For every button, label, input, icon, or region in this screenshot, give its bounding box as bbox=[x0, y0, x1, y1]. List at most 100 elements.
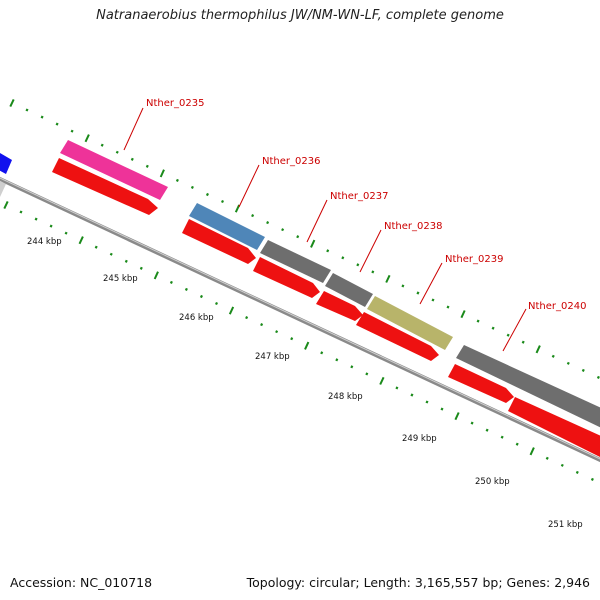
ruler-minor-tick bbox=[251, 214, 255, 218]
scale-label-248: 248 kbp bbox=[328, 392, 363, 402]
gene-label-Nther_0235[interactable]: Nther_0235 bbox=[146, 98, 204, 109]
ruler-major-tick bbox=[535, 345, 541, 354]
ruler-major-tick bbox=[78, 236, 84, 245]
ruler-minor-tick bbox=[55, 122, 59, 126]
leader-line bbox=[238, 164, 260, 208]
scale-label-251: 251 kbp bbox=[548, 520, 583, 530]
feature-offscreen-gray bbox=[0, 180, 6, 197]
gene-label-Nther_0240[interactable]: Nther_0240 bbox=[528, 301, 586, 312]
accession-text: Accession: NC_010718 bbox=[10, 575, 153, 590]
ruler-minor-tick bbox=[94, 245, 98, 249]
ruler-minor-tick bbox=[281, 228, 285, 232]
ruler-major-tick bbox=[234, 204, 241, 213]
cds-arrow[interactable] bbox=[356, 312, 439, 361]
ruler-minor-tick bbox=[575, 470, 579, 474]
ruler-minor-tick bbox=[416, 291, 420, 295]
ruler-minor-tick bbox=[130, 157, 134, 161]
ruler-major-tick bbox=[228, 306, 235, 315]
ruler-minor-tick bbox=[431, 298, 435, 302]
ruler-minor-tick bbox=[326, 249, 330, 253]
ruler-minor-tick bbox=[139, 266, 143, 270]
ruler-minor-tick bbox=[190, 185, 194, 189]
ruler-ticks bbox=[3, 98, 600, 481]
cds-arrow[interactable] bbox=[253, 257, 320, 298]
ruler-minor-tick bbox=[521, 340, 525, 344]
ruler-minor-tick bbox=[470, 421, 474, 425]
ruler-minor-tick bbox=[551, 354, 555, 358]
cds-arrow[interactable] bbox=[316, 291, 363, 321]
genome-backbone-highlight bbox=[0, 177, 600, 460]
ruler-minor-tick bbox=[446, 305, 450, 309]
leader-line bbox=[359, 229, 382, 273]
ruler-minor-tick bbox=[371, 270, 375, 274]
ruler-minor-tick bbox=[245, 316, 249, 320]
ruler-minor-tick bbox=[545, 456, 549, 460]
ruler-minor-tick bbox=[515, 442, 519, 446]
ruler-minor-tick bbox=[350, 365, 354, 369]
cds-arrow[interactable] bbox=[508, 397, 600, 462]
gene-bar-Nther_0240[interactable] bbox=[456, 345, 600, 432]
scale-label-249: 249 kbp bbox=[402, 434, 437, 444]
leader-line bbox=[123, 107, 144, 151]
ruler-minor-tick bbox=[590, 477, 594, 481]
ruler-minor-tick bbox=[581, 368, 585, 372]
scale-label-244: 244 kbp bbox=[27, 237, 62, 247]
gene-Nther_0238[interactable] bbox=[325, 273, 373, 307]
ruler-minor-tick bbox=[500, 435, 504, 439]
genome-summary-text: Topology: circular; Length: 3,165,557 bp… bbox=[246, 575, 590, 590]
gene-bar-Nther_0235[interactable] bbox=[60, 140, 168, 200]
ruler-minor-tick bbox=[70, 129, 74, 133]
ruler-major-tick bbox=[385, 274, 391, 283]
gene-Nther_0237[interactable] bbox=[260, 240, 331, 283]
gene-Nther_0236[interactable] bbox=[189, 203, 265, 250]
ruler-minor-tick bbox=[25, 108, 29, 112]
ruler-minor-tick bbox=[100, 143, 104, 147]
ruler-minor-tick bbox=[175, 178, 179, 182]
ruler-major-tick bbox=[460, 310, 466, 319]
gene-Nther_0239[interactable] bbox=[367, 296, 453, 350]
ruler-minor-tick bbox=[440, 407, 444, 411]
ruler-minor-tick bbox=[109, 252, 113, 256]
cds-arrow[interactable] bbox=[448, 364, 514, 403]
gene-label-Nther_0237[interactable]: Nther_0237 bbox=[330, 191, 388, 202]
ruler-minor-tick bbox=[34, 217, 38, 221]
ruler-minor-tick bbox=[410, 393, 414, 397]
ruler-minor-tick bbox=[596, 375, 600, 379]
ruler-major-tick bbox=[9, 98, 15, 108]
ruler-minor-tick bbox=[365, 372, 369, 376]
ruler-major-tick bbox=[529, 447, 535, 456]
cds-arrow[interactable] bbox=[182, 219, 256, 264]
ruler-minor-tick bbox=[356, 263, 360, 267]
gene-label-Nther_0238[interactable]: Nther_0238 bbox=[384, 221, 442, 232]
ruler-minor-tick bbox=[184, 287, 188, 291]
gene-Nther_0235[interactable] bbox=[60, 140, 168, 200]
ruler-major-tick bbox=[84, 134, 90, 143]
gene-bar-Nther_0238[interactable] bbox=[325, 273, 373, 307]
gene-bar-Nther_0236[interactable] bbox=[189, 203, 265, 250]
ruler-minor-tick bbox=[566, 361, 570, 365]
feature-offscreen-blue bbox=[0, 152, 12, 174]
gene-label-Nther_0236[interactable]: Nther_0236 bbox=[262, 156, 320, 167]
ruler-minor-tick bbox=[124, 259, 128, 263]
ruler-minor-tick bbox=[115, 150, 119, 154]
ruler-minor-tick bbox=[425, 400, 429, 404]
ruler-major-tick bbox=[310, 239, 316, 248]
gene-bar-Nther_0239[interactable] bbox=[367, 296, 453, 350]
ruler-minor-tick bbox=[205, 192, 209, 197]
ruler-minor-tick bbox=[19, 210, 23, 214]
leader-line bbox=[306, 199, 328, 243]
gene-bar-Nther_0237[interactable] bbox=[260, 240, 331, 283]
leader-line bbox=[502, 308, 527, 352]
ruler-minor-tick bbox=[169, 280, 173, 284]
ruler-minor-tick bbox=[491, 326, 495, 330]
genome-backbone bbox=[0, 176, 600, 463]
ruler-minor-tick bbox=[40, 115, 44, 119]
scale-label-245: 245 kbp bbox=[103, 274, 138, 284]
ruler-minor-tick bbox=[320, 351, 324, 355]
gene-Nther_0240[interactable] bbox=[456, 345, 600, 432]
ruler-minor-tick bbox=[485, 428, 489, 432]
ruler-minor-tick bbox=[49, 224, 53, 228]
cds-arrow[interactable] bbox=[52, 158, 158, 215]
gene-label-Nther_0239[interactable]: Nther_0239 bbox=[445, 254, 503, 265]
